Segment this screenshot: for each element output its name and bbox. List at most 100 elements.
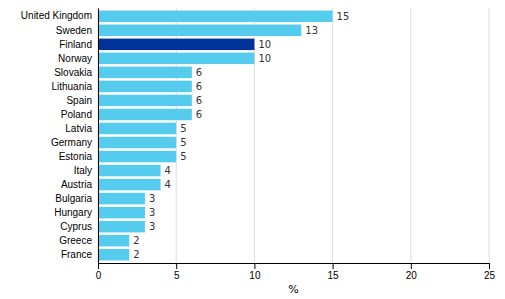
bar	[98, 235, 129, 247]
tick-label: 20	[406, 270, 418, 281]
tick-label: Hungary	[54, 207, 92, 218]
tick: 5	[174, 263, 180, 281]
data-label: 13	[305, 25, 318, 36]
tick: Latvia	[65, 123, 92, 134]
plot: 15131010666655544333220510152025United K…	[21, 8, 496, 281]
tick: Norway	[58, 53, 92, 64]
x-axis-title: %	[288, 283, 298, 296]
tick-label: Slovakia	[54, 67, 92, 78]
bar	[98, 137, 176, 149]
grid-line	[332, 8, 333, 263]
data-label: 6	[196, 81, 202, 92]
tick: 10	[249, 263, 261, 281]
tick-label: Spain	[66, 95, 92, 106]
tick: Spain	[66, 95, 92, 106]
data-label: 4	[165, 165, 171, 176]
tick: Sweden	[56, 25, 92, 36]
tick-label: Austria	[61, 179, 93, 190]
bar	[98, 53, 254, 65]
tick-label: France	[61, 249, 93, 260]
tick-mark	[176, 263, 177, 269]
data-label: 5	[180, 123, 186, 134]
tick: Hungary	[54, 207, 92, 218]
bar	[98, 165, 161, 177]
tick: 0	[96, 263, 102, 281]
bar	[98, 151, 176, 163]
tick-label: Lithuania	[51, 81, 92, 92]
data-label: 10	[258, 53, 271, 64]
tick-label: Sweden	[56, 25, 92, 36]
tick-label: 5	[174, 270, 180, 281]
tick: Finland	[59, 39, 92, 50]
tick-label: Germany	[51, 137, 92, 148]
tick: 20	[406, 263, 418, 281]
tick-mark	[98, 263, 99, 269]
tick-label: Greece	[59, 235, 92, 246]
bars	[98, 11, 333, 261]
axis-line	[99, 264, 490, 270]
tick-mark	[411, 263, 412, 269]
tick-label: United Kingdom	[21, 10, 92, 21]
tick-label: Finland	[59, 39, 92, 50]
tick: 15	[328, 263, 340, 281]
axis-line	[98, 9, 99, 264]
tick: Cyprus	[60, 221, 92, 232]
bar	[98, 193, 145, 205]
y-axis: United Kingdom Sweden Finland Norway Slovaki…	[21, 9, 99, 264]
tick-label: Estonia	[59, 151, 93, 162]
tick: 25	[484, 263, 496, 281]
bar	[98, 179, 161, 191]
tick: Slovakia	[54, 67, 92, 78]
tick: Italy	[74, 165, 92, 176]
data-label: 6	[196, 109, 202, 120]
data-label: 3	[149, 221, 155, 232]
bar	[98, 39, 254, 51]
bar	[98, 249, 129, 261]
tick-mark	[489, 263, 490, 269]
bar	[98, 25, 301, 37]
data-label: 15	[337, 11, 350, 22]
bar	[98, 109, 192, 121]
tick-label: 0	[96, 270, 102, 281]
bar	[98, 207, 145, 219]
data-label: 5	[180, 151, 186, 162]
data-label: 2	[133, 235, 139, 246]
grid-line	[98, 8, 99, 263]
bar	[98, 95, 192, 107]
grid	[98, 8, 489, 263]
bar	[98, 81, 192, 93]
tick: Austria	[61, 179, 93, 190]
grid-line	[489, 8, 490, 263]
tick-mark	[333, 263, 334, 269]
data-label: 5	[180, 137, 186, 148]
data-label: 4	[165, 179, 171, 190]
tick: France	[61, 249, 93, 260]
tick-label: Cyprus	[60, 221, 92, 232]
data-label: 2	[133, 249, 139, 260]
tick: Poland	[61, 109, 92, 120]
chart: 15131010666655544333220510152025United K…	[0, 0, 505, 299]
grid-line	[410, 8, 411, 263]
tick-label: Latvia	[65, 123, 92, 134]
data-label: 6	[196, 67, 202, 78]
tick: Greece	[59, 235, 92, 246]
bar	[98, 123, 176, 135]
data-labels: 1513101066665554433322	[133, 11, 349, 260]
tick-label: Norway	[58, 53, 92, 64]
tick-label: Poland	[61, 109, 92, 120]
tick-label: 10	[249, 270, 261, 281]
tick-label: 15	[328, 270, 340, 281]
tick-label: 25	[484, 270, 496, 281]
tick-label: Italy	[74, 165, 92, 176]
bar	[98, 11, 333, 23]
x-axis: 0 5 10 15 20 25	[96, 263, 496, 281]
data-label: 3	[149, 193, 155, 204]
bar	[98, 67, 192, 79]
tick: Estonia	[59, 151, 93, 162]
tick-label: Bulgaria	[55, 193, 92, 204]
tick: Germany	[51, 137, 92, 148]
data-label: 10	[258, 39, 271, 50]
data-label: 6	[196, 95, 202, 106]
tick: United Kingdom	[21, 10, 92, 21]
tick-mark	[254, 263, 255, 269]
